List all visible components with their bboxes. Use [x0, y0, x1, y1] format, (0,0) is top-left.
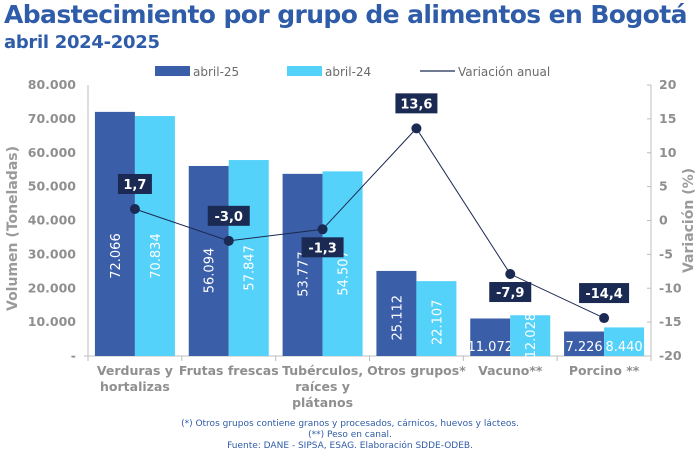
bar-value-label: 25.112 [390, 295, 405, 341]
footnote-otros: (*) Otros grupos contiene granos y proce… [181, 419, 519, 429]
x-tick-label: plátanos [292, 395, 353, 410]
bar-value-label: 53.777 [297, 251, 312, 297]
variation-label-box [489, 282, 532, 303]
y2-tick-label: 15 [659, 111, 676, 126]
y-axis-title: Volumen (Toneladas) [5, 146, 21, 311]
y-tick-label: 30.000 [28, 246, 77, 261]
x-tick-label: Porcino ** [569, 363, 640, 378]
x-tick-label: Vacuno** [478, 363, 543, 378]
variation-label-box [579, 283, 630, 304]
variation-label: -3,0 [215, 210, 243, 225]
variation-label: -1,3 [308, 241, 336, 256]
bar-abril-24 [228, 160, 269, 356]
y2-tick-label: 10 [659, 145, 677, 160]
variation-label: -14,4 [585, 287, 622, 302]
x-tick-label: raíces y [295, 379, 350, 394]
line-point [129, 203, 140, 214]
y2-tick-label: -15 [659, 314, 682, 329]
y-tick-label: 20.000 [28, 280, 77, 295]
legend-label: abril-25 [193, 65, 239, 79]
legend-label: Variación anual [458, 65, 550, 79]
y-tick-label: - [71, 348, 76, 363]
legend-swatch-abril-25 [155, 66, 190, 76]
bar-abril-24 [416, 281, 457, 356]
bar-abril-25 [376, 270, 417, 356]
y2-tick-label: 20 [659, 77, 677, 92]
variation-label-box [395, 93, 438, 114]
variation-label: 1,7 [123, 178, 146, 193]
line-point [223, 235, 234, 246]
y2-tick-label: -10 [659, 280, 682, 295]
legend-label: abril-24 [325, 65, 371, 79]
bar-abril-24 [510, 315, 551, 356]
line-variacion-anual [134, 127, 605, 319]
line-point [505, 269, 516, 280]
y2-axis-title: Variación (%) [681, 168, 697, 273]
x-tick-label: Verduras y [97, 363, 173, 378]
x-tick-label: Otros grupos* [367, 363, 466, 378]
bar-value-label: 56.094 [203, 248, 218, 294]
chart-subtitle: abril 2024-2025 [4, 32, 160, 53]
y-tick-label: 70.000 [28, 111, 77, 126]
bar-abril-24 [134, 116, 175, 356]
bar-abril-25 [564, 331, 605, 356]
variation-label: -7,9 [496, 286, 524, 301]
bar-value-label: 70.834 [149, 233, 164, 279]
variation-label-box [117, 173, 152, 194]
bar-value-label: 72.066 [109, 233, 124, 279]
bar-abril-25 [188, 165, 229, 356]
legend-swatch-abril-24 [287, 66, 322, 76]
footnote-source: Fuente: DANE - SIPSA, ESAG. Elaboración … [227, 441, 473, 451]
bar-value-label: 54.507 [337, 250, 352, 296]
bar-value-label: 7.226 [565, 340, 602, 355]
line-point [599, 313, 610, 324]
bar-value-label: 22.107 [430, 300, 445, 346]
y-tick-label: 60.000 [28, 145, 77, 160]
x-tick-label: hortalizas [100, 379, 170, 394]
bar-value-label: 57.847 [243, 245, 258, 291]
y-tick-label: 50.000 [28, 179, 77, 194]
y2-tick-label: 0 [659, 213, 668, 228]
bar-abril-24 [322, 171, 363, 356]
bar-value-label: 11.072 [468, 340, 514, 355]
y2-tick-label: -20 [659, 348, 682, 363]
variation-label: 13,6 [400, 97, 432, 112]
bar-abril-25 [282, 173, 323, 356]
bar-abril-24 [604, 327, 645, 356]
x-tick-label: Tubérculos, [282, 363, 363, 378]
bar-value-label: 12.028 [524, 313, 539, 359]
variation-label-box [301, 237, 344, 258]
x-tick-label: Frutas frescas [179, 363, 279, 378]
line-point [317, 224, 328, 235]
y-tick-label: 40.000 [28, 213, 77, 228]
y2-tick-label: 5 [659, 179, 668, 194]
line-point [411, 123, 422, 134]
footnote-peso: (**) Peso en canal. [308, 430, 392, 440]
y2-tick-label: -5 [659, 246, 673, 261]
y-tick-label: 10.000 [28, 314, 77, 329]
variation-label-box [207, 205, 250, 226]
bar-value-label: 8.440 [605, 340, 642, 355]
chart-title: Abastecimiento por grupo de alimentos en… [4, 0, 687, 29]
y-tick-label: 80.000 [28, 77, 77, 92]
bar-abril-25 [94, 111, 135, 356]
bar-abril-25 [470, 318, 511, 356]
